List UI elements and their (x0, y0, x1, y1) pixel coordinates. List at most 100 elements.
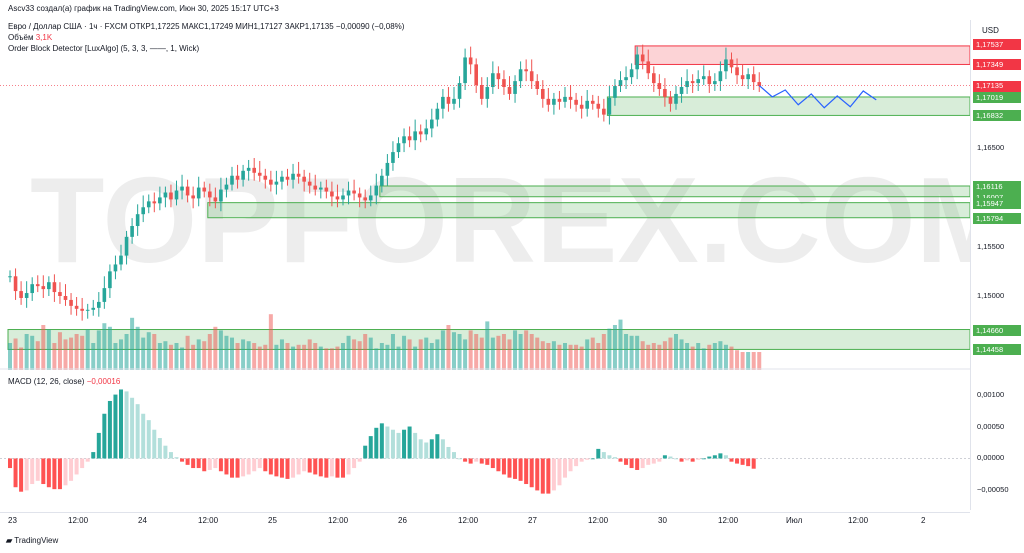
macd-bar (152, 429, 157, 459)
volume-bar (701, 348, 706, 370)
macd-bar (357, 458, 362, 462)
candle-body (291, 173, 295, 180)
price-tick-label: 1,16500 (977, 143, 1005, 153)
volume-bar (41, 325, 46, 370)
macd-bar (563, 458, 567, 478)
macd-bar (335, 458, 340, 478)
candle-body (152, 201, 157, 204)
time-tick-label: 12:00 (198, 516, 219, 525)
indicator-legend[interactable]: Order Block Detector [LuxAlgo] (5, 3, 3,… (8, 44, 200, 53)
candle-body (735, 67, 739, 76)
volume-bar (124, 334, 129, 370)
volume-bar (85, 329, 90, 370)
macd-bar (651, 458, 656, 464)
candle-body (263, 175, 268, 180)
time-tick-label: 24 (138, 516, 147, 525)
macd-bar (63, 458, 68, 486)
macd-bar (24, 458, 29, 491)
volume-bar (746, 352, 751, 370)
symbol-legend[interactable]: Евро / Доллар США · 1ч · FXCM ОТКР1,1722… (8, 22, 405, 31)
bullish-order-block-3 (207, 202, 970, 219)
macd-bar (585, 458, 590, 460)
candle-body (485, 87, 490, 99)
macd-bar (85, 458, 90, 462)
macd-bar (268, 458, 273, 475)
candle-body (280, 176, 284, 182)
time-axis[interactable]: 23 12:00 24 12:00 25 12:00 26 12:00 27 12:00 30 12:… (0, 512, 970, 529)
macd-bar (324, 458, 329, 478)
candle-body (357, 193, 362, 198)
volume-bar (751, 352, 756, 370)
macd-bar (529, 458, 534, 488)
macd-bar (302, 458, 307, 472)
price-axis[interactable]: 1,16500 1,15500 1,15000 1,17537 1,17349 1,171… (970, 20, 1024, 510)
candle-body (185, 186, 190, 196)
macd-bar (707, 456, 712, 459)
macd-legend[interactable]: MACD (12, 26, close) −0,00016 (8, 377, 120, 386)
candle-body (330, 191, 334, 197)
candle-body (24, 293, 29, 298)
macd-bar (318, 458, 323, 477)
macd-bar (413, 432, 418, 459)
macd-bar (596, 448, 601, 459)
volume-bar (252, 343, 257, 370)
price-level-label: 1,14660 (973, 324, 1021, 336)
price-plot[interactable]: TOPFOREX.COM (0, 0, 970, 512)
volume-bar (363, 334, 368, 370)
volume-bar (13, 338, 18, 370)
volume-bar (46, 329, 51, 370)
macd-bar (274, 458, 279, 477)
candle-body (296, 173, 301, 177)
candle-body (629, 69, 634, 78)
candle-body (563, 96, 567, 102)
time-tick-label: 12:00 (848, 516, 869, 525)
candle-body (302, 176, 306, 182)
candle-body (624, 77, 628, 81)
volume-bar (413, 346, 418, 370)
volume-bar (579, 346, 584, 370)
price-level-label: 1,16116 (973, 180, 1021, 192)
macd-bar (501, 458, 506, 475)
macd-bar (246, 458, 251, 475)
macd-bar (35, 458, 40, 481)
candle-body (701, 76, 706, 80)
macd-bar (485, 458, 490, 465)
candle-body (80, 308, 84, 311)
macd-bar (218, 458, 223, 472)
volume-bar (507, 339, 512, 370)
candle-body (246, 167, 251, 171)
volume-bar (102, 323, 107, 370)
macd-bar (196, 458, 201, 469)
projection-path (758, 85, 877, 109)
volume-bar (285, 343, 290, 370)
price-level-label: 1,17019 (973, 91, 1021, 103)
volume-bar (723, 344, 728, 370)
price-level-label: 1,14458 (973, 344, 1021, 356)
macd-bar (141, 413, 146, 459)
macd-bar (124, 391, 129, 459)
volume-legend[interactable]: Объём 3,1K (8, 33, 52, 42)
candle-body (274, 181, 279, 185)
time-tick-label: 12:00 (588, 516, 609, 525)
volume-bar (157, 343, 162, 370)
candle-body (368, 195, 373, 201)
macd-bar (69, 458, 74, 481)
macd-bar (13, 458, 18, 488)
volume-bar (19, 347, 24, 370)
price-level-label: 1,15947 (973, 197, 1021, 209)
volume-bar (135, 326, 140, 370)
volume-bar (379, 343, 384, 370)
macd-bar (696, 458, 701, 460)
macd-bar (474, 458, 479, 462)
macd-bar (390, 429, 395, 459)
macd-bar (513, 458, 518, 479)
macd-bar (435, 434, 440, 459)
candle-body (285, 176, 290, 180)
candle-body (74, 305, 79, 309)
macd-bar (285, 458, 290, 479)
macd-bar (496, 458, 501, 472)
candle-body (435, 108, 440, 120)
macd-bar (546, 458, 551, 494)
volume-bar (590, 337, 595, 370)
candle-body (579, 104, 584, 109)
